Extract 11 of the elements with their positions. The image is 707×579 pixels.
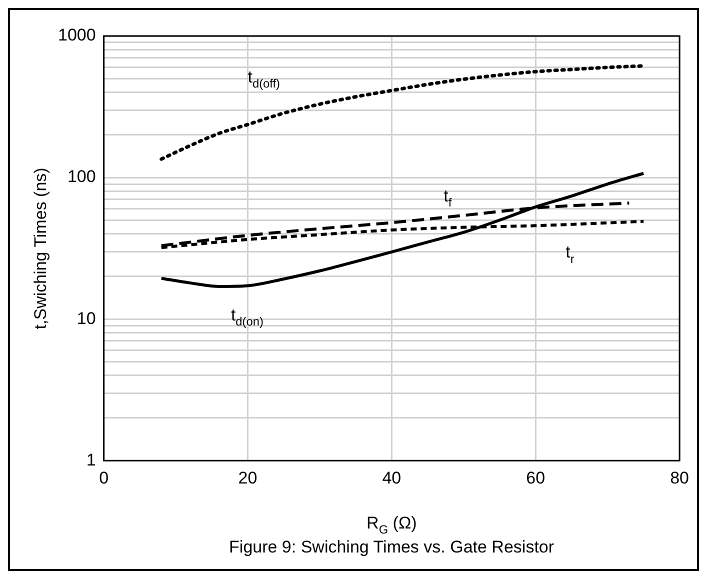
y-axis-title: t,Swiching Times (ns) xyxy=(30,168,50,330)
x-tick-label: 40 xyxy=(382,468,402,488)
caption: Figure 9: Swiching Times vs. Gate Resistor xyxy=(229,538,554,557)
y-tick-label: 1000 xyxy=(58,26,96,45)
x-tick-label: 60 xyxy=(526,468,546,488)
x-tick-label: 80 xyxy=(670,468,690,488)
y-tick-label: 1 xyxy=(86,450,96,470)
x-tick-label: 20 xyxy=(238,468,258,488)
y-tick-label: 10 xyxy=(76,308,96,328)
y-tick-label: 100 xyxy=(67,167,96,186)
x-tick-label: 0 xyxy=(99,468,109,488)
